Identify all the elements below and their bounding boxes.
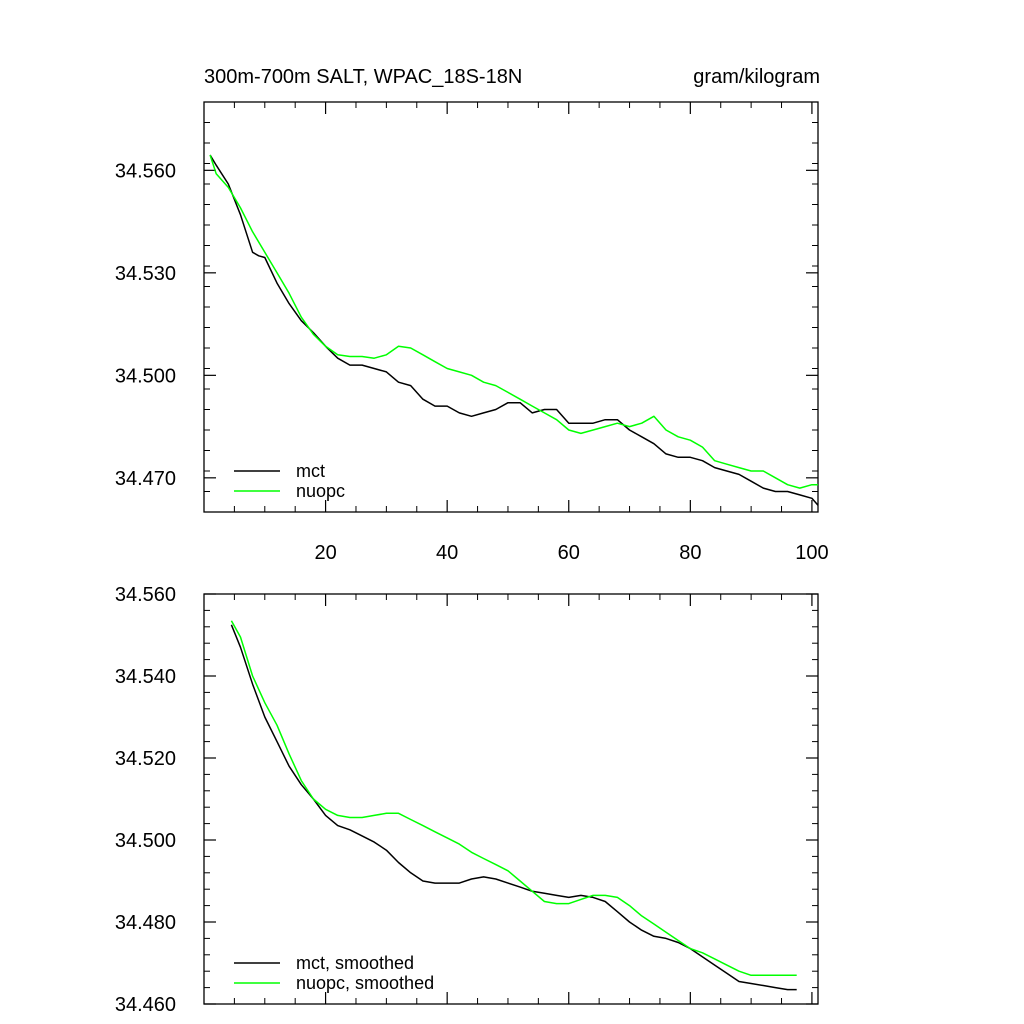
minor-ticks [204,101,818,513]
bottom-panel: 34.460 34.480 34.500 34.520 34.540 34.560 mct… [115,584,819,1016]
series-line-nuopc [209,154,818,489]
series-line-mct [209,154,819,506]
x-tick-label: 60 [558,542,580,564]
legend: mct nuopc [234,461,345,501]
x-tick-label: 80 [679,542,701,564]
y-tick-label: 34.560 [115,584,176,606]
legend-label-mct-smoothed: mct, smoothed [296,953,414,973]
legend: mct, smoothed nuopc, smoothed [234,953,434,993]
y-tick-label: 34.520 [115,748,176,770]
units-label: gram/kilogram [693,66,820,88]
x-tick-label: 20 [314,542,336,564]
chart-title: 300m-700m SALT, WPAC_18S-18N [204,66,522,88]
series-lines [209,154,819,506]
plot-frame [203,593,819,1005]
y-tick-label: 34.540 [115,666,176,688]
y-tick-label: 34.460 [115,994,176,1016]
y-tick-label: 34.500 [115,365,176,387]
series-line-nuopc-smoothed [230,620,797,977]
y-tick-label: 34.500 [115,830,176,852]
x-tick-label: 40 [436,542,458,564]
minor-ticks [204,593,818,1005]
major-ticks: 34.460 34.480 34.500 34.520 34.540 34.560 [115,584,818,1016]
major-ticks: 34.470 34.500 34.530 34.560 20 40 60 80 100 [115,102,829,564]
y-tick-label: 34.480 [115,912,176,934]
series-lines [230,620,797,991]
legend-label-nuopc-smoothed: nuopc, smoothed [296,973,434,993]
x-tick-label: 100 [795,542,828,564]
y-tick-label: 34.470 [115,468,176,490]
legend-label-nuopc: nuopc [296,481,345,501]
y-tick-label: 34.530 [115,263,176,285]
legend-label-mct: mct [296,461,325,481]
top-panel: 300m-700m SALT, WPAC_18S-18N gram/kilogr… [115,66,829,564]
series-line-mct-smoothed [230,624,797,991]
y-tick-label: 34.560 [115,160,176,182]
